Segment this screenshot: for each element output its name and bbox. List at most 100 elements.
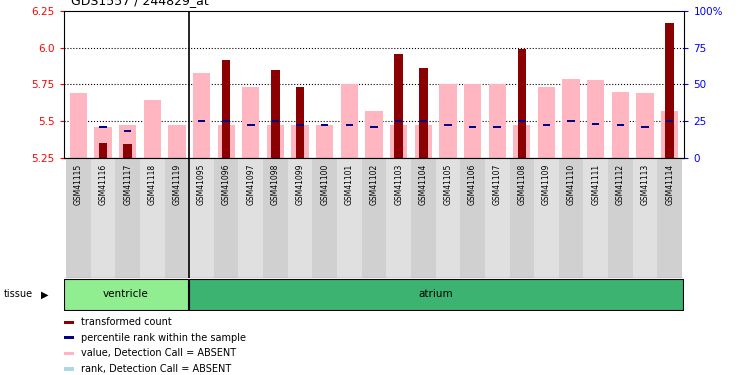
Bar [296,124,304,126]
Bar [64,279,188,310]
Bar [587,80,604,158]
Bar [321,124,328,126]
Bar [144,100,161,158]
Bar [518,49,526,158]
Text: ventricle: ventricle [102,290,149,299]
Text: percentile rank within the sample: percentile rank within the sample [82,333,246,343]
Text: GSM41097: GSM41097 [246,164,255,205]
Bar [616,124,624,126]
Bar [666,120,673,122]
Bar [64,368,74,370]
Bar [165,158,189,278]
Bar [247,124,254,126]
Bar [365,111,383,158]
Bar [395,120,402,122]
Bar [70,93,87,158]
Text: GDS1557 / 244829_at: GDS1557 / 244829_at [71,0,209,8]
Bar [168,125,186,158]
Bar [218,125,235,158]
Text: transformed count: transformed count [82,317,172,327]
Bar [64,336,74,339]
Bar [99,126,107,128]
Text: GSM41110: GSM41110 [566,164,576,205]
Text: GSM41103: GSM41103 [394,164,403,205]
Bar [562,78,580,158]
Text: GSM41100: GSM41100 [320,164,329,205]
Text: GSM41102: GSM41102 [370,164,378,205]
Bar [263,158,288,278]
Text: GSM41117: GSM41117 [123,164,132,205]
Text: ▶: ▶ [41,290,49,299]
Bar [239,158,263,278]
Bar [99,143,107,158]
Bar [444,124,452,126]
Bar [390,125,407,158]
Bar [370,126,378,128]
Text: GSM41101: GSM41101 [345,164,354,205]
Text: GSM41113: GSM41113 [640,164,649,205]
Bar [583,158,608,278]
Text: tissue: tissue [4,290,33,299]
Bar [214,158,239,278]
Bar [641,126,649,128]
Text: GSM41099: GSM41099 [295,164,304,205]
Bar [469,126,476,128]
Bar [91,158,115,278]
Bar [272,120,279,122]
Bar [124,130,132,132]
Text: value, Detection Call = ABSENT: value, Detection Call = ABSENT [82,348,236,358]
Bar [444,124,452,126]
Bar [189,158,214,278]
Bar [420,120,427,122]
Bar [64,321,74,324]
Text: GSM41105: GSM41105 [444,164,453,205]
Bar [140,158,165,278]
Text: GSM41116: GSM41116 [99,164,108,205]
Bar [633,158,657,278]
Bar [386,158,411,278]
Bar [513,125,530,158]
Bar [460,158,485,278]
Bar [641,126,649,128]
Bar [66,158,91,278]
Text: GSM41111: GSM41111 [591,164,600,205]
Bar [99,126,107,128]
Bar [419,68,428,158]
Bar [115,158,140,278]
Bar [637,93,654,158]
Text: GSM41098: GSM41098 [271,164,280,205]
Bar [94,127,111,158]
Bar [313,158,337,278]
Bar [394,54,403,158]
Text: GSM41115: GSM41115 [74,164,83,205]
Text: GSM41118: GSM41118 [148,164,157,205]
Bar [222,120,230,122]
Bar [543,124,550,126]
Bar [124,130,132,132]
Bar [292,125,309,158]
Bar [337,158,362,278]
Bar [193,73,210,158]
Bar [518,120,526,122]
Bar [242,87,260,158]
Bar [592,123,599,125]
Bar [543,124,550,126]
Bar [439,84,456,158]
Text: GSM41107: GSM41107 [493,164,502,205]
Bar [608,158,633,278]
Text: GSM41106: GSM41106 [468,164,477,205]
Bar [661,111,678,158]
Text: GSM41096: GSM41096 [221,164,230,205]
Bar [288,158,313,278]
Bar [119,125,136,158]
Bar [435,158,460,278]
Bar [616,124,624,126]
Bar [559,158,583,278]
Bar [665,23,674,158]
Bar [464,84,481,158]
Text: GSM41104: GSM41104 [419,164,428,205]
Bar [509,158,534,278]
Text: GSM41114: GSM41114 [665,164,674,205]
Text: GSM41108: GSM41108 [518,164,527,205]
Bar [612,92,629,158]
